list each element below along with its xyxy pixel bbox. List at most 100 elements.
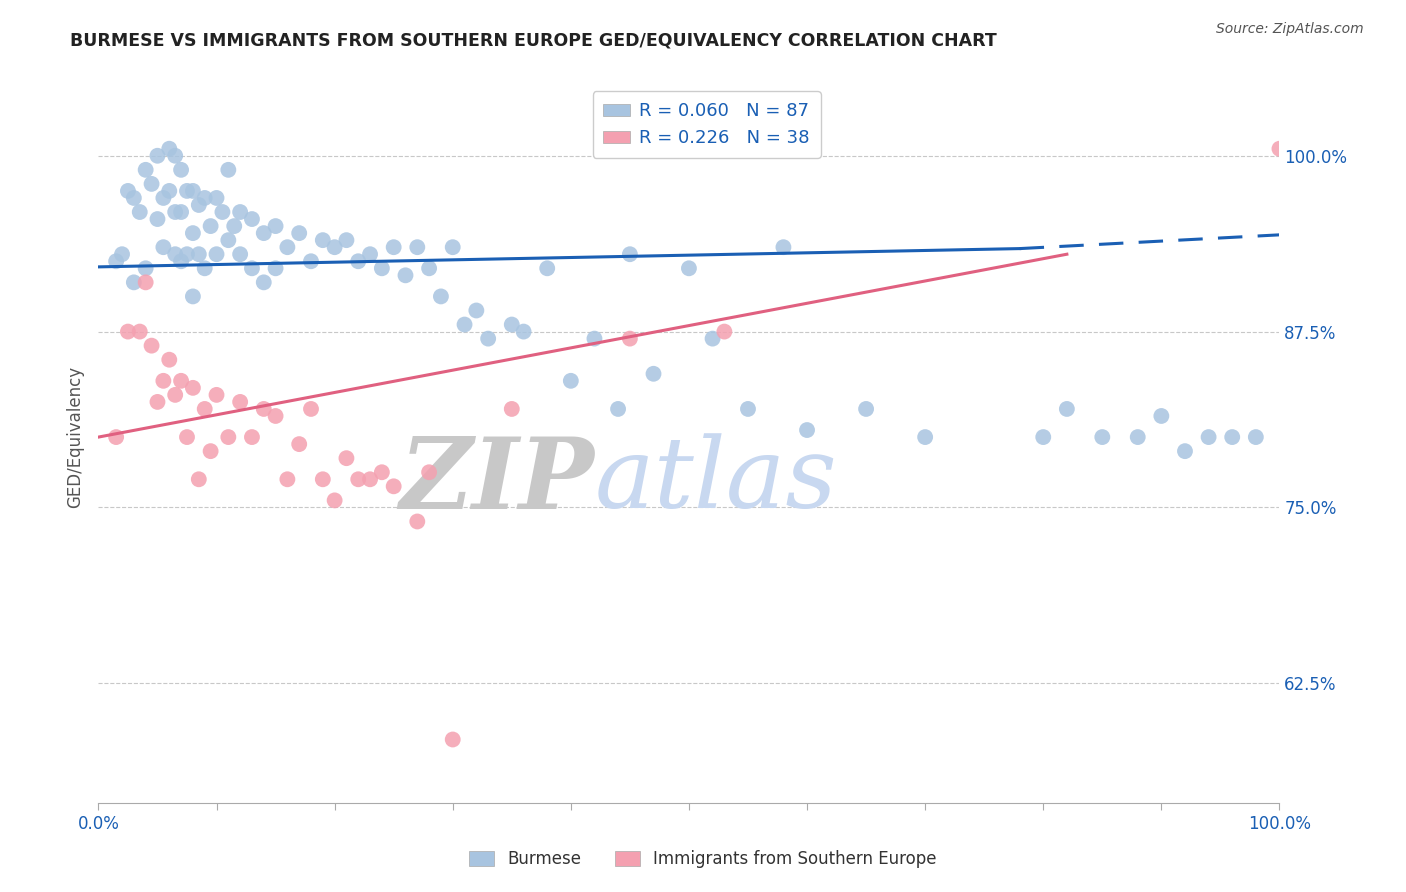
Point: [264, 261, 287, 276]
Point: [607, 401, 630, 416]
Point: [205, 388, 228, 402]
Point: [276, 472, 298, 486]
Point: [253, 276, 276, 290]
Point: [394, 268, 416, 283]
Point: [501, 401, 523, 416]
Point: [323, 493, 346, 508]
Point: [406, 515, 429, 529]
Point: [194, 401, 217, 416]
Point: [187, 472, 209, 486]
Point: [335, 233, 357, 247]
Point: [702, 332, 724, 346]
Text: BURMESE VS IMMIGRANTS FROM SOUTHERN EUROPE GED/EQUIVALENCY CORRELATION CHART: BURMESE VS IMMIGRANTS FROM SOUTHERN EURO…: [70, 31, 997, 49]
Point: [1091, 430, 1114, 444]
Point: [122, 191, 145, 205]
Point: [141, 339, 163, 353]
Point: [194, 191, 217, 205]
Point: [359, 247, 381, 261]
Point: [176, 184, 198, 198]
Point: [619, 332, 641, 346]
Point: [264, 219, 287, 233]
Point: [157, 184, 180, 198]
Point: [157, 352, 180, 367]
Point: [229, 395, 252, 409]
Point: [146, 149, 169, 163]
Point: [418, 261, 440, 276]
Point: [200, 444, 222, 458]
Point: [512, 325, 534, 339]
Point: [678, 261, 700, 276]
Point: [1126, 430, 1149, 444]
Point: [1244, 430, 1267, 444]
Text: Source: ZipAtlas.com: Source: ZipAtlas.com: [1216, 22, 1364, 37]
Point: [200, 219, 222, 233]
Point: [187, 198, 209, 212]
Point: [1032, 430, 1054, 444]
Point: [205, 247, 228, 261]
Point: [1174, 444, 1197, 458]
Point: [418, 465, 440, 479]
Point: [253, 226, 276, 240]
Point: [165, 149, 187, 163]
Point: [117, 325, 139, 339]
Point: [583, 332, 606, 346]
Point: [1220, 430, 1243, 444]
Point: [855, 401, 877, 416]
Point: [170, 205, 193, 219]
Point: [441, 732, 464, 747]
Point: [165, 247, 187, 261]
Point: [501, 318, 523, 332]
Point: [128, 325, 150, 339]
Point: [453, 318, 475, 332]
Point: [312, 233, 335, 247]
Point: [217, 233, 239, 247]
Point: [619, 247, 641, 261]
Point: [1198, 430, 1220, 444]
Point: [288, 437, 311, 451]
Point: [105, 430, 128, 444]
Point: [135, 162, 157, 177]
Point: [181, 184, 204, 198]
Point: [406, 240, 429, 254]
Point: [205, 191, 228, 205]
Point: [312, 472, 335, 486]
Point: [117, 184, 139, 198]
Point: [359, 472, 381, 486]
Point: [181, 289, 204, 303]
Point: [181, 226, 204, 240]
Point: [536, 261, 558, 276]
Point: [1150, 409, 1173, 423]
Point: [152, 240, 174, 254]
Point: [713, 325, 735, 339]
Point: [643, 367, 665, 381]
Point: [211, 205, 233, 219]
Point: [371, 465, 394, 479]
Point: [157, 142, 180, 156]
Point: [194, 261, 217, 276]
Point: [141, 177, 163, 191]
Point: [105, 254, 128, 268]
Y-axis label: GED/Equivalency: GED/Equivalency: [66, 366, 84, 508]
Point: [165, 388, 187, 402]
Point: [477, 332, 499, 346]
Point: [152, 191, 174, 205]
Point: [165, 205, 187, 219]
Point: [796, 423, 818, 437]
Point: [347, 472, 370, 486]
Point: [170, 374, 193, 388]
Point: [217, 162, 239, 177]
Point: [240, 430, 263, 444]
Point: [914, 430, 936, 444]
Point: [335, 451, 357, 466]
Point: [441, 240, 464, 254]
Point: [299, 254, 322, 268]
Point: [371, 261, 394, 276]
Point: [146, 395, 169, 409]
Point: [382, 479, 405, 493]
Point: [187, 247, 209, 261]
Point: [135, 276, 157, 290]
Point: [737, 401, 759, 416]
Point: [560, 374, 582, 388]
Point: [170, 254, 193, 268]
Point: [111, 247, 134, 261]
